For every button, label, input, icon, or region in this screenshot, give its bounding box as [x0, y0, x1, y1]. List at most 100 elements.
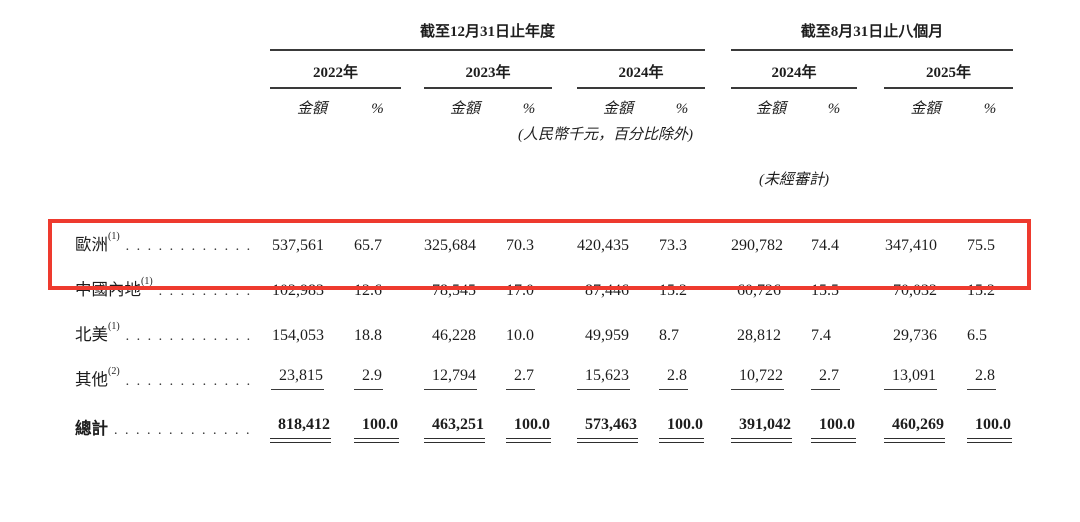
amount-cell: 46,228 — [432, 327, 476, 344]
percent-cell: 15.2 — [967, 282, 996, 299]
row-label-cell: 其他(2) — [45, 354, 270, 399]
percent-sub-header: % — [827, 101, 841, 117]
percent-cell: 100.0 — [354, 399, 401, 448]
amount-cell: 28,812 — [737, 327, 782, 344]
amount-cell: 325,684 — [424, 237, 476, 254]
footnote-marker: (2) — [108, 366, 120, 377]
double-underlined-value: 100.0 — [811, 416, 857, 443]
percent-cell: 15.5 — [811, 282, 840, 299]
amount-sub-header: 金額 — [296, 101, 327, 117]
percent-cell: 100.0 — [967, 399, 1013, 448]
amount-cell: 12,794 — [424, 354, 506, 399]
percent-sub-header: % — [522, 101, 536, 117]
row-label-cell: 歐洲(1) — [45, 219, 270, 264]
dotted-leader — [126, 235, 256, 255]
column-gap — [857, 399, 884, 448]
column-gap — [552, 264, 577, 309]
revenue-by-region-table: 截至12月31日止年度 截至8月31日止八個月 2022年 2023年 2024… — [45, 20, 1014, 448]
percent-cell: 74.4 — [811, 237, 840, 254]
column-gap — [857, 264, 884, 309]
double-underlined-value: 463,251 — [424, 416, 485, 443]
sub-header-row: 金額 % 金額 % 金額 % 金額 % 金額 % — [45, 89, 1013, 120]
amount-cell: 290,782 — [731, 237, 784, 254]
amount-sub-header: 金額 — [756, 101, 787, 117]
double-underlined-value: 100.0 — [967, 416, 1013, 443]
spacer-row — [45, 189, 1013, 219]
underlined-value: 10,722 — [731, 367, 785, 390]
amount-sub-header: 金額 — [910, 101, 941, 117]
row-label: 總計 — [75, 419, 108, 438]
amount-cell: 391,042 — [731, 399, 811, 448]
period-group-header-row: 截至12月31日止年度 截至8月31日止八個月 — [45, 20, 1014, 51]
row-label: 北美(1) — [75, 321, 120, 344]
double-underlined-value: 100.0 — [659, 416, 704, 443]
percent-sub-header: % — [675, 101, 689, 117]
row-label: 中國內地(1) — [75, 276, 153, 299]
amount-sub-header: 金額 — [449, 101, 480, 117]
column-gap — [552, 219, 577, 264]
underlined-value: 15,623 — [577, 367, 630, 390]
row-label-cell: 中國內地(1) — [45, 264, 270, 309]
unaudited-note: (未經審計) — [759, 172, 830, 188]
column-gap — [705, 399, 731, 448]
amount-cell: 15,623 — [577, 354, 659, 399]
amount-cell: 10,722 — [731, 354, 811, 399]
percent-cell: 2.8 — [967, 354, 1013, 399]
table-row-total: 總計 818,412 100.0 463,251 100.0 573,463 100.0 39… — [45, 399, 1013, 448]
percent-sub-header: % — [983, 101, 997, 117]
percent-cell: 7.4 — [811, 327, 832, 344]
percent-cell: 2.7 — [506, 354, 552, 399]
column-gap — [705, 354, 731, 399]
amount-cell: 463,251 — [424, 399, 506, 448]
row-label-cell: 北美(1) — [45, 309, 270, 354]
dotted-leader — [114, 419, 256, 439]
dotted-leader — [126, 325, 256, 345]
column-gap — [857, 309, 884, 354]
percent-cell: 17.0 — [506, 282, 534, 299]
column-gap — [552, 354, 577, 399]
percent-cell: 65.7 — [354, 237, 382, 254]
percent-cell: 8.7 — [659, 327, 680, 344]
unaudited-note-row: (未經審計) — [45, 144, 1013, 189]
year-header-2025-interim: 2025年 — [884, 51, 1014, 89]
underlined-value: 23,815 — [271, 367, 324, 390]
underlined-value: 12,794 — [424, 367, 477, 390]
column-gap — [705, 309, 731, 354]
double-underlined-value: 100.0 — [506, 416, 551, 443]
amount-cell: 420,435 — [577, 237, 629, 254]
dotted-leader — [126, 370, 256, 390]
period-group-annual: 截至12月31日止年度 — [270, 20, 706, 51]
double-underlined-value: 100.0 — [354, 416, 399, 443]
percent-cell: 6.5 — [967, 327, 988, 344]
column-gap — [401, 354, 424, 399]
row-label: 其他(2) — [75, 366, 120, 389]
column-gap — [705, 219, 731, 264]
table-row-north-america: 北美(1) 154,053 18.8 46,228 10.0 49,959 8.7 28,81… — [45, 309, 1013, 354]
amount-cell: 102,983 — [272, 282, 324, 299]
year-header-2022: 2022年 — [270, 51, 401, 89]
underlined-value: 2.7 — [506, 367, 535, 390]
amount-cell: 29,736 — [893, 327, 938, 344]
amount-cell: 13,091 — [884, 354, 967, 399]
table-row-europe: 歐洲(1) 537,561 65.7 325,684 70.3 420,435 73.3 29… — [45, 219, 1013, 264]
amount-cell: 87,446 — [585, 282, 629, 299]
column-gap — [401, 309, 424, 354]
underlined-value: 2.8 — [659, 367, 688, 390]
percent-cell: 73.3 — [659, 237, 687, 254]
percent-cell: 100.0 — [811, 399, 857, 448]
column-gap — [857, 219, 884, 264]
amount-cell: 460,269 — [884, 399, 967, 448]
underlined-value: 2.7 — [811, 367, 841, 390]
column-gap — [401, 399, 424, 448]
percent-cell: 15.2 — [659, 282, 687, 299]
year-header-2023: 2023年 — [424, 51, 552, 89]
percent-cell: 70.3 — [506, 237, 534, 254]
year-header-row: 2022年 2023年 2024年 2024年 2025年 — [45, 51, 1014, 89]
footnote-marker: (1) — [108, 231, 120, 242]
percent-sub-header: % — [371, 101, 384, 117]
period-group-eight-months: 截至8月31日止八個月 — [731, 20, 1014, 51]
column-gap — [552, 399, 577, 448]
footnote-marker: (1) — [108, 321, 120, 332]
column-gap — [401, 264, 424, 309]
currency-note: (人民幣千元，百分比除外) — [518, 127, 693, 143]
